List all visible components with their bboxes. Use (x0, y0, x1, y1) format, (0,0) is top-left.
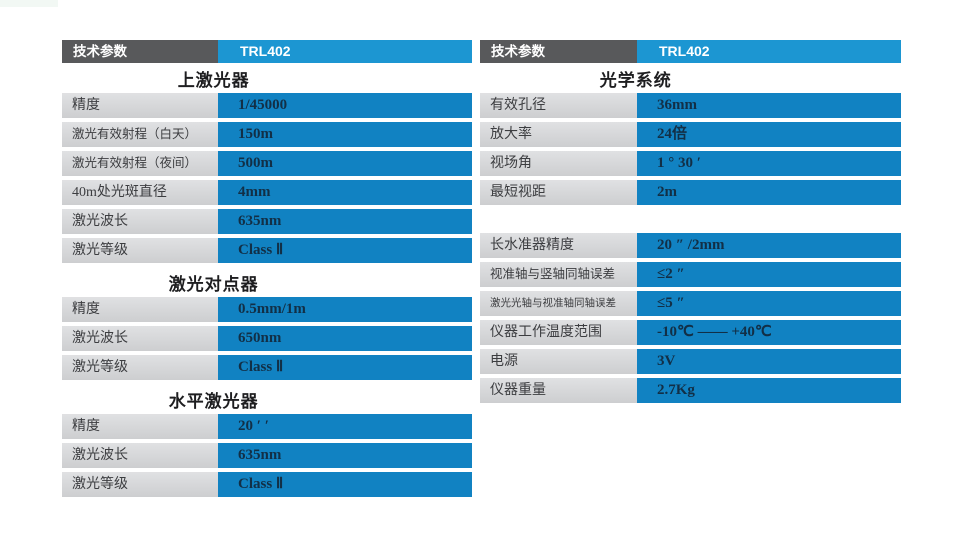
spec-row: 长水准器精度 20 ″ /2mm (480, 233, 901, 258)
spec-label-cell: 40m处光斑直径 (62, 180, 218, 205)
spec-value-cell: ≤5 ″ (637, 291, 901, 316)
spec-row: 激光波长 635nm (62, 443, 472, 468)
spec-value-cell: Class Ⅱ (218, 472, 472, 497)
spec-row: 激光等级 Class Ⅱ (62, 472, 472, 497)
spec-value-cell: 20 ″ /2mm (637, 233, 901, 258)
spec-value-cell: 2m (637, 180, 901, 205)
spec-row: 仪器重量 2.7Kg (480, 378, 901, 403)
spec-label-cell: 精度 (62, 93, 218, 118)
spec-value-cell: 500m (218, 151, 472, 176)
spec-value-cell: 635nm (218, 443, 472, 468)
spec-row: 激光波长 650nm (62, 326, 472, 351)
spec-row: 仪器工作温度范围 -10℃ —— +40℃ (480, 320, 901, 345)
section-title: 激光对点器 (168, 274, 259, 294)
spec-value-cell: 1/45000 (218, 93, 472, 118)
spec-row: 电源 3V (480, 349, 901, 374)
spec-label-cell: 激光波长 (62, 443, 218, 468)
spec-value-cell: 635nm (218, 209, 472, 234)
spec-value-cell: Class Ⅱ (218, 238, 472, 263)
spec-row: 激光等级 Class Ⅱ (62, 238, 472, 263)
spec-row: 视场角 1 ° 30 ′ (480, 151, 901, 176)
spec-label-cell: 最短视距 (480, 180, 637, 205)
spec-table-left: 技术参数 TRL402 上激光器 精度 1/45000 激光有效射程（白天） 150m 激光有… (62, 40, 472, 501)
spec-value-cell: 24倍 (637, 122, 901, 147)
scan-artifact (0, 0, 58, 7)
spec-value-cell: Class Ⅱ (218, 355, 472, 380)
spec-row: 激光波长 635nm (62, 209, 472, 234)
spec-label-cell: 仪器重量 (480, 378, 637, 403)
spec-label-cell: 精度 (62, 297, 218, 322)
spec-label-cell: 视准轴与竖轴同轴误差 (480, 262, 637, 287)
spec-label-cell: 激光等级 (62, 355, 218, 380)
spec-label-cell: 激光有效射程（夜间） (62, 151, 218, 176)
spec-row: 激光有效射程（白天） 150m (62, 122, 472, 147)
spec-label-cell: 激光光轴与视准轴同轴误差 (480, 291, 637, 316)
spec-value-cell: 650nm (218, 326, 472, 351)
spec-value-cell: 3V (637, 349, 901, 374)
table-header-row: 技术参数 TRL402 (480, 40, 901, 63)
spec-label-cell: 激光波长 (62, 209, 218, 234)
spec-value-cell: 36mm (637, 93, 901, 118)
spec-label-cell: 激光等级 (62, 238, 218, 263)
table-header-row: 技术参数 TRL402 (62, 40, 472, 63)
spec-table-right: 技术参数 TRL402 光学系统 有效孔径 36mm 放大率 24倍 视场角 1 ° 30 ′ 最… (480, 40, 901, 407)
spec-value-cell: 1 ° 30 ′ (637, 151, 901, 176)
spec-row: 放大率 24倍 (480, 122, 901, 147)
spec-row: 视准轴与竖轴同轴误差 ≤2 ″ (480, 262, 901, 287)
spec-label-cell: 仪器工作温度范围 (480, 320, 637, 345)
spec-label-cell: 激光波长 (62, 326, 218, 351)
param-header-cell: 技术参数 (62, 40, 218, 63)
section-row: 水平激光器 (62, 384, 472, 414)
spec-label-cell: 激光有效射程（白天） (62, 122, 218, 147)
spec-value-cell: 20 ′ ′ (218, 414, 472, 439)
spec-value-cell: 4mm (218, 180, 472, 205)
section-row: 激光对点器 (62, 267, 472, 297)
spec-row: 激光等级 Class Ⅱ (62, 355, 472, 380)
spec-value-cell: -10℃ —— +40℃ (637, 320, 901, 345)
spec-row: 有效孔径 36mm (480, 93, 901, 118)
spec-label-cell: 放大率 (480, 122, 637, 147)
param-header-cell: 技术参数 (480, 40, 637, 63)
section-title: 上激光器 (177, 70, 250, 90)
section-row: 上激光器 (62, 63, 472, 93)
spec-row: 激光光轴与视准轴同轴误差 ≤5 ″ (480, 291, 901, 316)
spec-value-cell: 0.5mm/1m (218, 297, 472, 322)
spec-row: 精度 1/45000 (62, 93, 472, 118)
spec-label-cell: 有效孔径 (480, 93, 637, 118)
spec-row: 精度 20 ′ ′ (62, 414, 472, 439)
spec-label-cell: 激光等级 (62, 472, 218, 497)
spec-row: 40m处光斑直径 4mm (62, 180, 472, 205)
spec-value-cell: 2.7Kg (637, 378, 901, 403)
section-title: 水平激光器 (168, 391, 259, 411)
row-gap (480, 209, 901, 233)
model-header-cell: TRL402 (218, 40, 472, 63)
section-title: 光学系统 (599, 70, 672, 90)
spec-row: 最短视距 2m (480, 180, 901, 205)
model-header-cell: TRL402 (637, 40, 901, 63)
spec-value-cell: 150m (218, 122, 472, 147)
spec-label-cell: 电源 (480, 349, 637, 374)
spec-value-cell: ≤2 ″ (637, 262, 901, 287)
section-row: 光学系统 (480, 63, 901, 93)
spec-row: 激光有效射程（夜间） 500m (62, 151, 472, 176)
spec-label-cell: 视场角 (480, 151, 637, 176)
spec-label-cell: 精度 (62, 414, 218, 439)
spec-label-cell: 长水准器精度 (480, 233, 637, 258)
spec-row: 精度 0.5mm/1m (62, 297, 472, 322)
